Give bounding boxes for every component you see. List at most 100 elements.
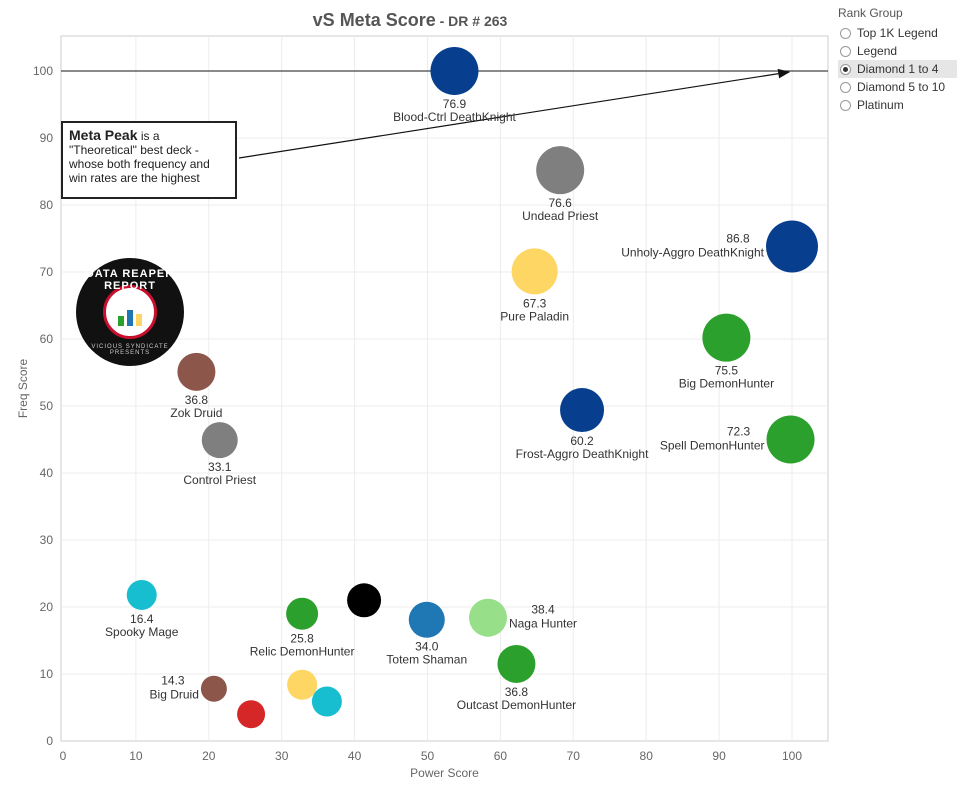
meta-peak-callout: Meta Peak is a "Theoretical" best deck -… [61, 121, 237, 199]
y-tick-label: 50 [40, 399, 54, 413]
y-tick-label: 30 [40, 533, 54, 547]
point-score-label: 36.8 [185, 393, 209, 407]
point-score-label: 38.4 [531, 603, 555, 617]
y-tick-label: 70 [40, 265, 54, 279]
data-point [237, 700, 266, 729]
data-point [497, 644, 536, 683]
legend-option-0[interactable]: Top 1K Legend [838, 24, 957, 42]
x-tick-label: 40 [348, 749, 362, 763]
legend-title: Rank Group [838, 6, 903, 20]
data-point [536, 146, 585, 195]
data-point [201, 422, 238, 459]
point-score-label: 75.5 [715, 364, 739, 378]
x-tick-label: 70 [567, 749, 581, 763]
point-name-label: Pure Paladin [500, 309, 569, 323]
x-tick-label: 80 [640, 749, 654, 763]
y-tick-label: 100 [33, 64, 53, 78]
point-name-label: Big DemonHunter [679, 377, 774, 391]
legend-option-label: Legend [857, 44, 898, 58]
data-point [766, 220, 818, 273]
point-name-label: Undead Priest [522, 209, 599, 223]
callout-arrow [238, 68, 791, 159]
logo-emblem [103, 285, 157, 339]
y-tick-label: 80 [40, 198, 54, 212]
point-name-label: Big Druid [150, 688, 199, 702]
radio-button-icon[interactable] [840, 27, 851, 39]
data-point [286, 597, 319, 630]
x-tick-label: 50 [421, 749, 435, 763]
data-reaper-logo: DATA REAPER REPORT VICIOUS SYNDICATE PRE… [76, 258, 184, 366]
point-score-label: 16.4 [130, 612, 154, 626]
x-tick-label: 20 [202, 749, 216, 763]
legend-option-label: Platinum [857, 98, 904, 112]
data-point [408, 601, 445, 638]
legend-option-label: Diamond 5 to 10 [857, 80, 946, 94]
point-score-label: 33.1 [208, 460, 232, 474]
radio-button-icon[interactable] [840, 45, 851, 57]
legend-option-4[interactable]: Platinum [838, 96, 957, 114]
radio-button-icon[interactable] [840, 81, 851, 93]
data-point [126, 579, 157, 610]
data-point [430, 47, 479, 95]
x-axis-title: Power Score [410, 766, 479, 780]
y-tick-label: 60 [40, 332, 54, 346]
data-point [177, 352, 216, 391]
logo-top-text: DATA REAPER REPORT [85, 268, 175, 292]
x-tick-label: 30 [275, 749, 289, 763]
point-score-label: 67.3 [523, 296, 547, 310]
legend-option-1[interactable]: Legend [838, 42, 957, 60]
point-name-label: Frost-Aggro DeathKnight [516, 447, 649, 461]
chart-title-main: vS Meta Score [312, 10, 436, 30]
y-tick-label: 0 [46, 734, 53, 748]
data-point [702, 313, 751, 362]
x-tick-label: 10 [129, 749, 143, 763]
logo-bottom-text: VICIOUS SYNDICATE PRESENTS [91, 344, 169, 356]
data-point [766, 415, 815, 464]
radio-button-icon[interactable] [840, 63, 851, 75]
y-axis-title: Freq Score [16, 358, 30, 418]
point-score-label: 76.9 [443, 97, 467, 111]
point-score-label: 72.3 [727, 425, 751, 439]
x-tick-label: 0 [60, 749, 67, 763]
point-score-label: 25.8 [290, 632, 314, 646]
data-point [511, 248, 558, 295]
y-tick-label: 10 [40, 667, 54, 681]
rank-group-legend: Rank Group Top 1K Legend Legend Diamond 1 … [838, 6, 957, 114]
point-name-label: Unholy-Aggro DeathKnight [621, 246, 764, 260]
point-name-label: Spell DemonHunter [660, 439, 765, 453]
point-score-label: 36.8 [505, 685, 529, 699]
legend-option-label: Top 1K Legend [857, 26, 938, 40]
data-point [560, 388, 605, 433]
point-name-label: Relic DemonHunter [250, 645, 355, 659]
x-tick-label: 60 [494, 749, 508, 763]
data-point [311, 686, 342, 717]
data-point [200, 675, 227, 702]
data-point [347, 583, 382, 618]
point-name-label: Control Priest [183, 473, 256, 487]
point-score-label: 34.0 [415, 640, 439, 654]
callout-text: is a "Theoretical" best deck - whose bot… [69, 129, 210, 185]
point-score-label: 14.3 [161, 674, 185, 688]
y-tick-label: 20 [40, 600, 54, 614]
point-score-label: 86.8 [726, 232, 750, 246]
y-tick-label: 90 [40, 131, 54, 145]
legend-option-2[interactable]: Diamond 1 to 4 [838, 60, 957, 78]
point-name-label: Naga Hunter [509, 617, 577, 631]
legend-option-3[interactable]: Diamond 5 to 10 [838, 78, 957, 96]
chart-title-sub: - DR # 263 [435, 13, 508, 29]
point-name-label: Totem Shaman [386, 653, 467, 667]
chart-title: vS Meta Score - DR # 263 [0, 10, 820, 31]
point-name-label: Outcast DemonHunter [457, 698, 576, 712]
point-score-label: 60.2 [570, 434, 594, 448]
point-name-label: Spooky Mage [105, 625, 179, 639]
point-name-label: Blood-Ctrl DeathKnight [393, 110, 516, 124]
y-tick-label: 40 [40, 466, 54, 480]
point-score-label: 76.6 [548, 196, 572, 210]
callout-bold: Meta Peak [69, 127, 138, 143]
radio-button-icon[interactable] [840, 99, 851, 111]
x-tick-label: 90 [712, 749, 726, 763]
scatter-chart: 0 10 20 30 40 50 60 70 80 90 100 0 10 20 30 40 50 60 70 80 9… [16, 35, 829, 780]
data-point [469, 598, 508, 637]
data-point [287, 669, 318, 700]
point-name-label: Zok Druid [170, 406, 222, 420]
